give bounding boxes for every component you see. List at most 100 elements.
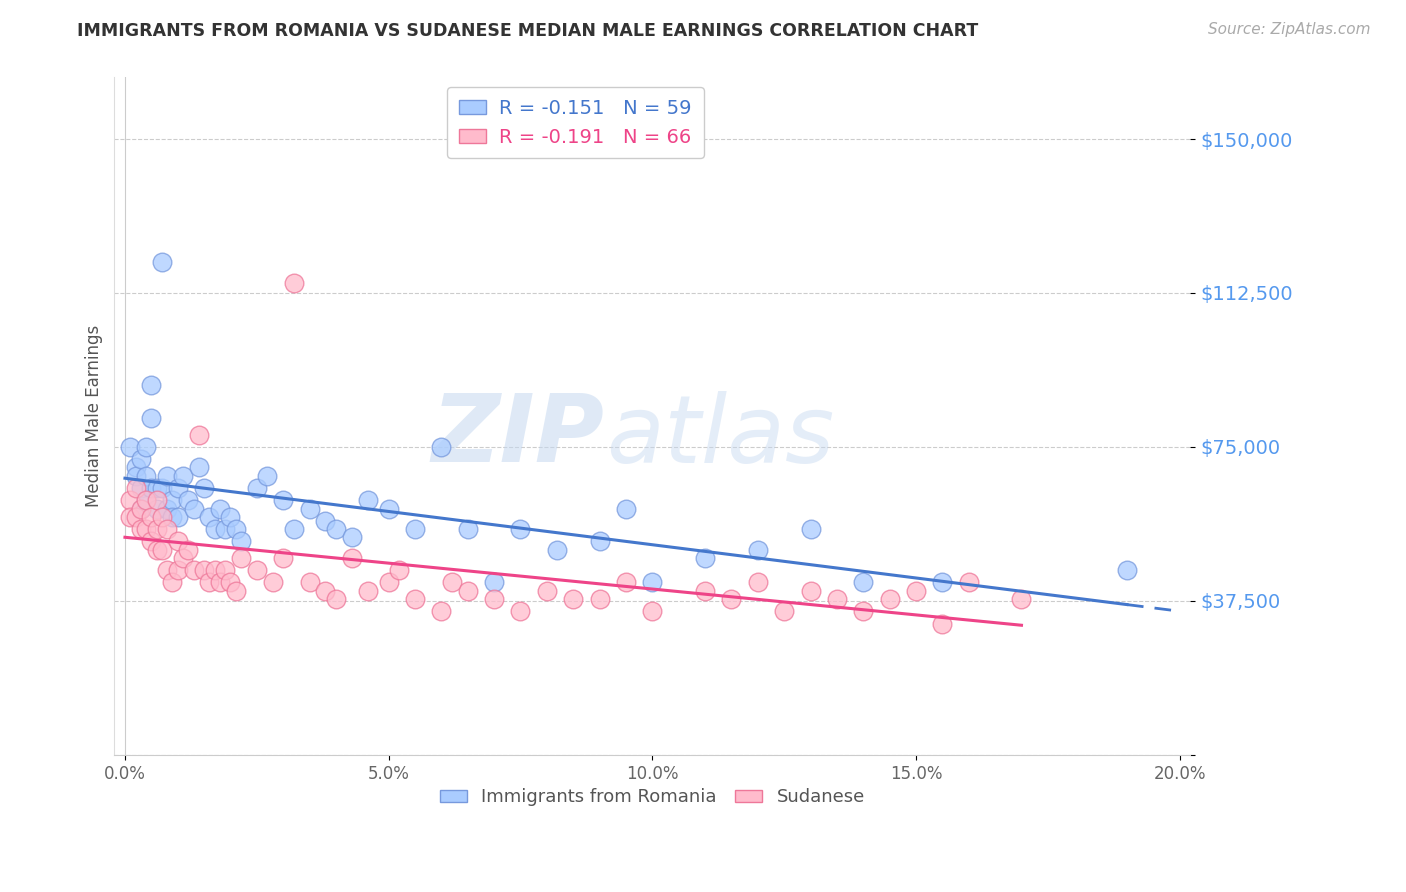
Point: [229, 534, 252, 549]
Point: [120, 509, 142, 524]
Point: [214, 563, 236, 577]
Point: [614, 575, 637, 590]
Point: [1116, 563, 1139, 577]
Point: [536, 583, 558, 598]
Point: [482, 591, 505, 606]
Point: [957, 575, 980, 590]
Point: [124, 468, 146, 483]
Point: [193, 563, 215, 577]
Point: [246, 563, 269, 577]
Point: [198, 509, 221, 524]
Point: [172, 468, 194, 483]
Point: [204, 522, 226, 536]
Point: [773, 604, 796, 618]
Point: [852, 604, 875, 618]
Point: [246, 481, 269, 495]
Point: [271, 493, 294, 508]
Point: [129, 481, 152, 495]
Point: [457, 583, 479, 598]
Point: [166, 563, 188, 577]
Point: [799, 522, 821, 536]
Point: [931, 575, 953, 590]
Point: [177, 493, 200, 508]
Point: [145, 501, 167, 516]
Point: [931, 616, 953, 631]
Point: [150, 509, 173, 524]
Point: [256, 468, 278, 483]
Point: [135, 468, 157, 483]
Point: [641, 604, 664, 618]
Point: [183, 501, 205, 516]
Point: [198, 575, 221, 590]
Point: [509, 522, 531, 536]
Point: [204, 563, 226, 577]
Point: [879, 591, 901, 606]
Point: [588, 591, 610, 606]
Point: [124, 509, 146, 524]
Point: [430, 440, 453, 454]
Point: [225, 583, 247, 598]
Point: [150, 255, 173, 269]
Point: [162, 493, 184, 508]
Point: [314, 514, 336, 528]
Point: [150, 542, 173, 557]
Point: [156, 522, 179, 536]
Point: [614, 501, 637, 516]
Point: [145, 493, 167, 508]
Point: [693, 583, 716, 598]
Point: [129, 501, 152, 516]
Point: [156, 468, 179, 483]
Point: [135, 493, 157, 508]
Point: [135, 522, 157, 536]
Point: [166, 481, 188, 495]
Point: [825, 591, 848, 606]
Point: [141, 481, 163, 495]
Text: ZIP: ZIP: [432, 391, 605, 483]
Point: [166, 534, 188, 549]
Point: [124, 460, 146, 475]
Point: [852, 575, 875, 590]
Point: [325, 522, 347, 536]
Point: [440, 575, 463, 590]
Point: [377, 501, 399, 516]
Point: [150, 481, 173, 495]
Point: [156, 563, 179, 577]
Point: [124, 481, 146, 495]
Point: [720, 591, 742, 606]
Point: [377, 575, 399, 590]
Point: [214, 522, 236, 536]
Point: [283, 522, 305, 536]
Point: [145, 542, 167, 557]
Point: [262, 575, 284, 590]
Text: Source: ZipAtlas.com: Source: ZipAtlas.com: [1208, 22, 1371, 37]
Point: [271, 550, 294, 565]
Point: [120, 440, 142, 454]
Point: [193, 481, 215, 495]
Point: [904, 583, 927, 598]
Point: [325, 591, 347, 606]
Point: [509, 604, 531, 618]
Legend: Immigrants from Romania, Sudanese: Immigrants from Romania, Sudanese: [433, 781, 872, 814]
Point: [156, 501, 179, 516]
Point: [588, 534, 610, 549]
Point: [747, 542, 769, 557]
Point: [183, 563, 205, 577]
Point: [1011, 591, 1033, 606]
Point: [229, 550, 252, 565]
Point: [219, 509, 242, 524]
Point: [141, 378, 163, 392]
Point: [208, 575, 231, 590]
Point: [219, 575, 242, 590]
Point: [172, 550, 194, 565]
Point: [129, 452, 152, 467]
Point: [145, 481, 167, 495]
Point: [129, 501, 152, 516]
Point: [225, 522, 247, 536]
Point: [187, 427, 209, 442]
Text: IMMIGRANTS FROM ROMANIA VS SUDANESE MEDIAN MALE EARNINGS CORRELATION CHART: IMMIGRANTS FROM ROMANIA VS SUDANESE MEDI…: [77, 22, 979, 40]
Point: [166, 509, 188, 524]
Point: [482, 575, 505, 590]
Point: [356, 493, 378, 508]
Y-axis label: Median Male Earnings: Median Male Earnings: [86, 325, 103, 508]
Point: [283, 276, 305, 290]
